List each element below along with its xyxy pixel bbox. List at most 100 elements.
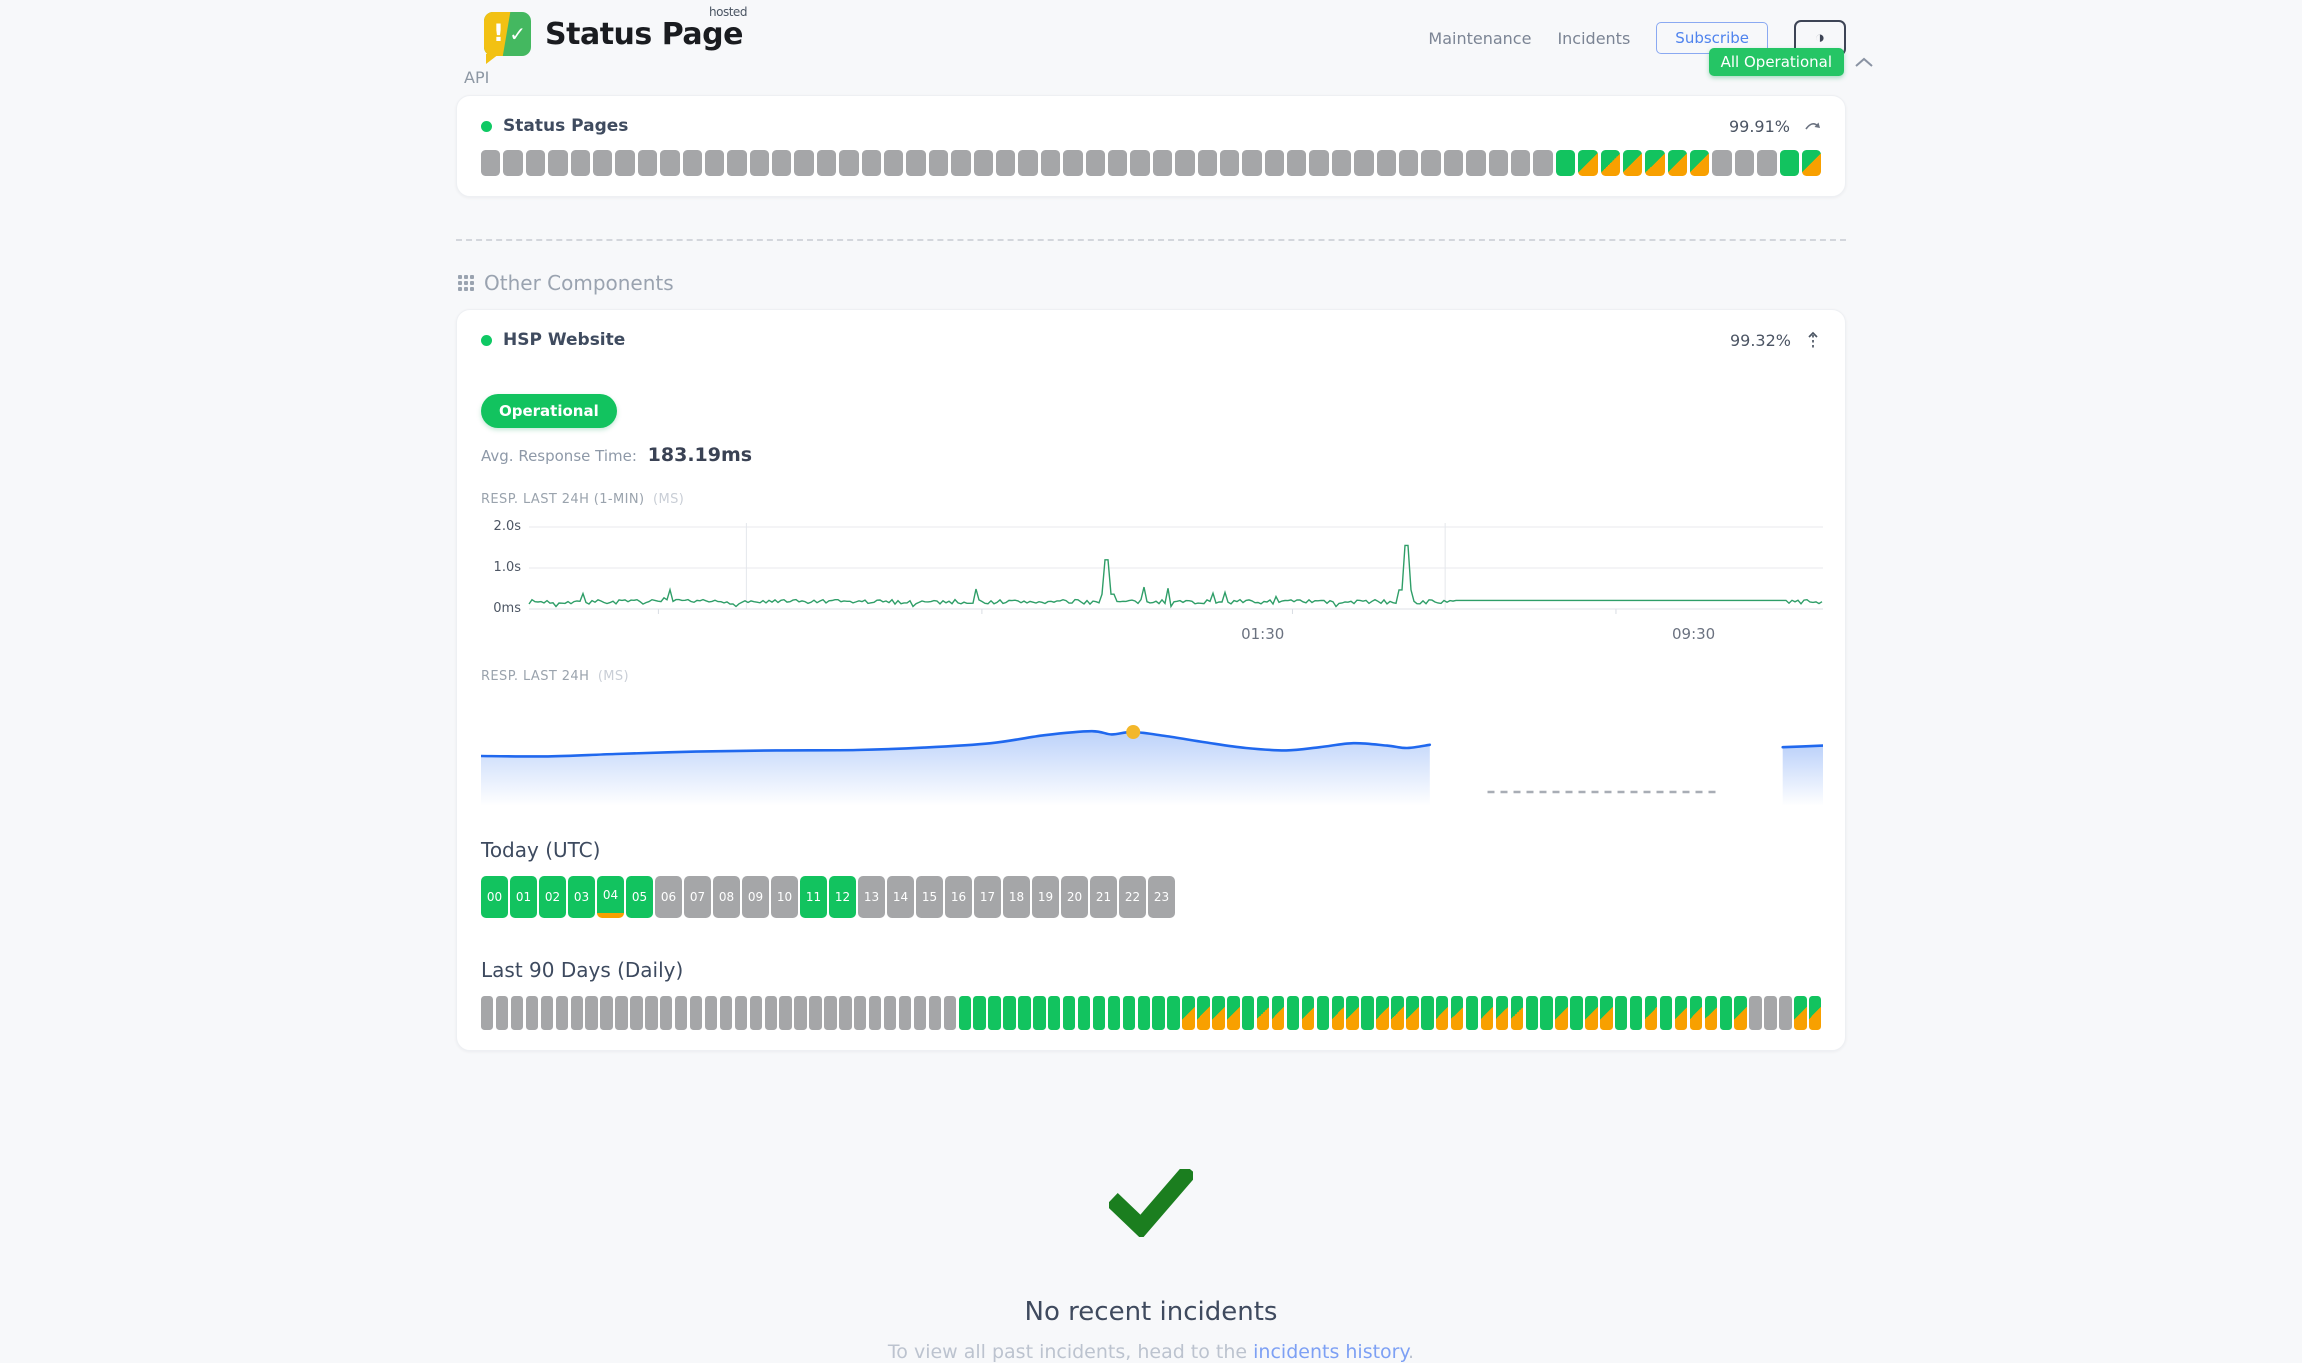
uptime-bar[interactable]: [1600, 150, 1620, 176]
hour-cell-22[interactable]: 22: [1119, 876, 1146, 918]
uptime-bar[interactable]: [1316, 996, 1330, 1030]
uptime-bar[interactable]: [1130, 150, 1150, 176]
uptime-bar[interactable]: [883, 996, 897, 1030]
uptime-bar[interactable]: [1533, 150, 1553, 176]
uptime-bar[interactable]: [525, 996, 539, 1030]
uptime-bar[interactable]: [682, 150, 702, 176]
uptime-bar[interactable]: [1346, 996, 1359, 1030]
hour-cell-08[interactable]: 08: [713, 876, 740, 918]
nav-maintenance[interactable]: Maintenance: [1428, 28, 1532, 48]
uptime-bar[interactable]: [1167, 996, 1180, 1030]
uptime-bar[interactable]: [988, 996, 1001, 1030]
uptime-bar[interactable]: [1361, 996, 1374, 1030]
uptime-bar[interactable]: [525, 150, 546, 176]
hour-cell-12[interactable]: 12: [829, 876, 856, 918]
uptime-bar[interactable]: [1331, 150, 1352, 176]
hour-cell-09[interactable]: 09: [742, 876, 769, 918]
uptime-bar[interactable]: [1286, 996, 1300, 1030]
uptime-bar[interactable]: [1585, 996, 1598, 1030]
uptime-bar[interactable]: [749, 150, 770, 176]
uptime-bar[interactable]: [1465, 996, 1479, 1030]
chart-marker-dot[interactable]: [1126, 725, 1141, 739]
incidents-history-link[interactable]: incidents history: [1253, 1341, 1409, 1363]
uptime-bar[interactable]: [1802, 150, 1822, 176]
uptime-bar[interactable]: [1264, 150, 1285, 176]
uptime-bar[interactable]: [1137, 996, 1150, 1030]
uptime-bar[interactable]: [794, 996, 807, 1030]
hour-cell-06[interactable]: 06: [655, 876, 682, 918]
uptime-bar[interactable]: [1578, 150, 1598, 176]
uptime-bar[interactable]: [1018, 996, 1031, 1030]
uptime-bar[interactable]: [1182, 996, 1195, 1030]
uptime-bar[interactable]: [1510, 150, 1531, 176]
uptime-bar[interactable]: [1764, 996, 1777, 1030]
hour-cell-04[interactable]: 04: [597, 876, 624, 918]
uptime-bar[interactable]: [794, 150, 814, 176]
uptime-bar[interactable]: [1450, 996, 1464, 1030]
uptime-bar[interactable]: [1466, 150, 1486, 176]
uptime-bar[interactable]: [868, 996, 882, 1030]
uptime-bar[interactable]: [1495, 996, 1509, 1030]
uptime-bar[interactable]: [973, 996, 986, 1030]
uptime-bar[interactable]: [548, 150, 568, 176]
component-name[interactable]: HSP Website: [503, 330, 626, 350]
uptime-bar[interactable]: [1540, 996, 1553, 1030]
hour-cell-01[interactable]: 01: [510, 876, 537, 918]
uptime-bar[interactable]: [809, 996, 822, 1030]
hour-cell-02[interactable]: 02: [539, 876, 566, 918]
uptime-bar[interactable]: [1062, 996, 1076, 1030]
uptime-bar[interactable]: [861, 150, 882, 176]
uptime-bar[interactable]: [570, 996, 583, 1030]
uptime-bar[interactable]: [704, 150, 725, 176]
uptime-bar[interactable]: [1779, 150, 1800, 176]
hour-cell-21[interactable]: 21: [1090, 876, 1117, 918]
uptime-bar[interactable]: [854, 996, 867, 1030]
uptime-bar[interactable]: [816, 150, 837, 176]
chevron-up-icon[interactable]: [1854, 56, 1874, 68]
uptime-bar[interactable]: [1040, 150, 1061, 176]
uptime-bar[interactable]: [943, 996, 956, 1030]
uptime-bar[interactable]: [913, 996, 927, 1030]
hour-cell-10[interactable]: 10: [771, 876, 798, 918]
uptime-bar[interactable]: [495, 996, 509, 1030]
uptime-bar[interactable]: [1704, 996, 1718, 1030]
uptime-bar[interactable]: [1436, 996, 1449, 1030]
uptime-bar[interactable]: [660, 150, 680, 176]
uptime-bar[interactable]: [1391, 996, 1404, 1030]
uptime-bar[interactable]: [1406, 996, 1419, 1030]
uptime-bar[interactable]: [1555, 996, 1568, 1030]
uptime-bar[interactable]: [1018, 150, 1038, 176]
uptime-bar[interactable]: [1555, 150, 1576, 176]
hour-cell-05[interactable]: 05: [626, 876, 653, 918]
collapse-button[interactable]: [1805, 331, 1821, 349]
uptime-bar[interactable]: [1048, 996, 1061, 1030]
uptime-bar[interactable]: [1399, 150, 1419, 176]
uptime-bar[interactable]: [637, 150, 658, 176]
uptime-bar[interactable]: [1570, 996, 1583, 1030]
uptime-bar[interactable]: [1421, 150, 1441, 176]
uptime-bar[interactable]: [1107, 996, 1121, 1030]
uptime-bar[interactable]: [1227, 996, 1240, 1030]
uptime-bar[interactable]: [1331, 996, 1344, 1030]
uptime-bar[interactable]: [1734, 996, 1747, 1030]
uptime-bar[interactable]: [764, 996, 777, 1030]
uptime-bar[interactable]: [1510, 996, 1524, 1030]
uptime-bar[interactable]: [704, 996, 718, 1030]
uptime-bar[interactable]: [1033, 996, 1046, 1030]
uptime-bar[interactable]: [1719, 996, 1732, 1030]
hour-cell-23[interactable]: 23: [1148, 876, 1175, 918]
uptime-bar[interactable]: [1175, 150, 1195, 176]
uptime-bar[interactable]: [772, 150, 792, 176]
uptime-bar[interactable]: [1152, 150, 1173, 176]
hour-cell-11[interactable]: 11: [800, 876, 827, 918]
hour-cell-19[interactable]: 19: [1032, 876, 1059, 918]
uptime-bar[interactable]: [592, 150, 613, 176]
uptime-bar[interactable]: [951, 150, 971, 176]
component-name[interactable]: Status Pages: [503, 116, 629, 136]
uptime-bar[interactable]: [1443, 150, 1464, 176]
uptime-bar[interactable]: [1794, 996, 1807, 1030]
uptime-bar[interactable]: [630, 996, 643, 1030]
response-time-chart-24h[interactable]: [479, 704, 1825, 810]
uptime-bar[interactable]: [510, 996, 524, 1030]
uptime-bar[interactable]: [1085, 150, 1105, 176]
